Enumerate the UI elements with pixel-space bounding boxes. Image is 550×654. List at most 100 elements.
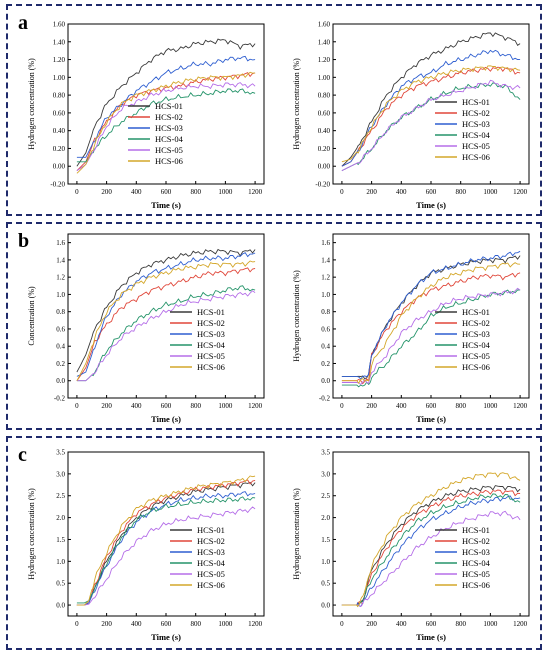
legend-label: HCS-02 [462,318,490,328]
legend-label: HCS-06 [462,580,490,590]
legend-label: HCS-06 [462,152,490,162]
x-tick-label: 0 [340,402,344,410]
y-axis-label: Hydrogen concentration (%) [292,488,301,580]
x-tick-label: 1000 [483,402,498,410]
y-tick-label: 1.4 [321,256,330,264]
legend-label: HCS-01 [462,307,490,317]
chart-c-left: 0 200 400 600 800 1000 1200 0.0 0.5 1.0 1.5 2.0 2.5 3… [27,449,265,642]
y-tick-label: 0.80 [53,92,66,100]
chart-a-left: 0 200 400 600 800 1000 1200 -0.20 0.00 0.20 0.40 0.… [27,21,265,210]
y-tick-label: 1.0 [321,291,330,299]
x-tick-label: 800 [190,402,201,410]
x-tick-label: 1000 [218,188,233,196]
plot-frame [332,451,530,617]
legend-label: HCS-02 [462,536,490,546]
y-tick-label: 0.40 [53,127,66,135]
legend-label: HCS-02 [155,112,183,122]
y-tick-label: 3.5 [56,449,65,457]
legend-label: HCS-02 [197,318,225,328]
y-tick-label: 0.6 [56,325,65,333]
x-axis-label: Time (s) [416,414,446,424]
y-axis-label: Hydrogen concentration (%) [27,488,36,580]
x-axis-label: Time (s) [151,200,181,210]
series-line-hcs-06 [341,65,521,163]
y-tick-label: 1.20 [318,56,331,64]
y-tick-label: -0.2 [54,395,66,403]
x-tick-label: 0 [75,402,79,410]
series-line-hcs-06 [76,71,256,174]
series-line-hcs-02 [341,272,521,385]
y-tick-label: 0.20 [318,145,331,153]
legend-label: HCS-01 [155,101,183,111]
y-tick-label: 1.5 [56,536,65,544]
legend-label: HCS-04 [155,134,184,144]
x-tick-label: 1200 [513,620,528,628]
x-tick-label: 1200 [248,188,263,196]
y-tick-label: 1.6 [56,239,65,247]
series-line-hcs-01 [76,481,256,606]
legend-label: HCS-03 [462,329,490,339]
y-tick-label: 2.0 [56,514,65,522]
x-tick-label: 800 [455,402,466,410]
series-line-hcs-03 [341,250,521,380]
x-tick-label: 600 [161,188,172,196]
series-line-hcs-03 [76,491,256,606]
legend-label: HCS-03 [462,547,490,557]
series-line-hcs-01 [76,248,256,373]
y-tick-label: 0.00 [53,163,66,171]
panel-a: a [6,4,542,216]
x-tick-label: 800 [190,188,201,196]
y-tick-label: 0.0 [321,377,330,385]
y-tick-label: 1.2 [56,274,65,282]
x-tick-label: 0 [340,188,344,196]
y-tick-label: 0.60 [318,109,331,117]
legend-label: HCS-04 [462,130,491,140]
panel-c: c [6,436,542,650]
legend-label: HCS-06 [462,362,490,372]
legend-label: HCS-03 [197,547,225,557]
series-line-hcs-06 [76,260,256,381]
y-tick-label: 3.5 [321,449,330,457]
x-tick-label: 200 [101,620,112,628]
series-line-hcs-03 [341,49,521,167]
x-tick-label: 800 [455,188,466,196]
y-tick-label: 2.5 [321,492,330,500]
y-tick-label: 1.4 [56,256,65,264]
x-tick-label: 600 [426,620,437,628]
series-line-hcs-03 [76,252,256,377]
series-line-hcs-05 [341,510,521,608]
x-tick-label: 0 [75,620,79,628]
x-tick-label: 600 [426,188,437,196]
y-tick-label: -0.2 [319,395,331,403]
y-axis-label: Hydrogen concentration (%) [292,270,301,362]
y-tick-label: 1.40 [318,38,331,46]
y-tick-label: 2.0 [321,514,330,522]
legend-label: HCS-05 [197,569,225,579]
y-tick-label: 0.0 [321,602,330,610]
x-tick-label: 400 [131,620,142,628]
x-axis-label: Time (s) [151,414,181,424]
x-axis-label: Time (s) [416,200,446,210]
y-tick-label: 1.0 [56,291,65,299]
legend-label: HCS-04 [197,340,226,350]
legend-label: HCS-01 [462,525,490,535]
y-tick-label: 1.40 [53,38,66,46]
legend-label: HCS-05 [462,351,490,361]
y-tick-label: 1.00 [53,74,66,82]
x-tick-label: 600 [161,402,172,410]
x-tick-label: 400 [131,188,142,196]
x-tick-label: 800 [455,620,466,628]
series-line-hcs-05 [76,290,256,382]
series-line-hcs-05 [76,82,256,172]
y-tick-label: 1.00 [318,74,331,82]
y-tick-label: 1.0 [321,558,330,566]
legend-label: HCS-01 [197,307,225,317]
x-axis-label: Time (s) [416,632,446,642]
chart-b-left: 0 200 400 600 800 1000 1200 -0.2 0.0 0.2 0.4 0.6 0.8… [27,233,265,424]
series-line-hcs-02 [76,267,256,381]
x-tick-label: 400 [396,402,407,410]
chart-a-right: 0 200 400 600 800 1000 1200 -0.20 0.00 0.20 0.40 0.… [292,21,530,210]
series-line-hcs-06 [76,475,256,606]
x-tick-label: 1000 [218,402,233,410]
chart-b-right: 0 200 400 600 800 1000 1200 -0.2 0.0 0.2 0.4 0.6 0.8… [292,233,530,424]
